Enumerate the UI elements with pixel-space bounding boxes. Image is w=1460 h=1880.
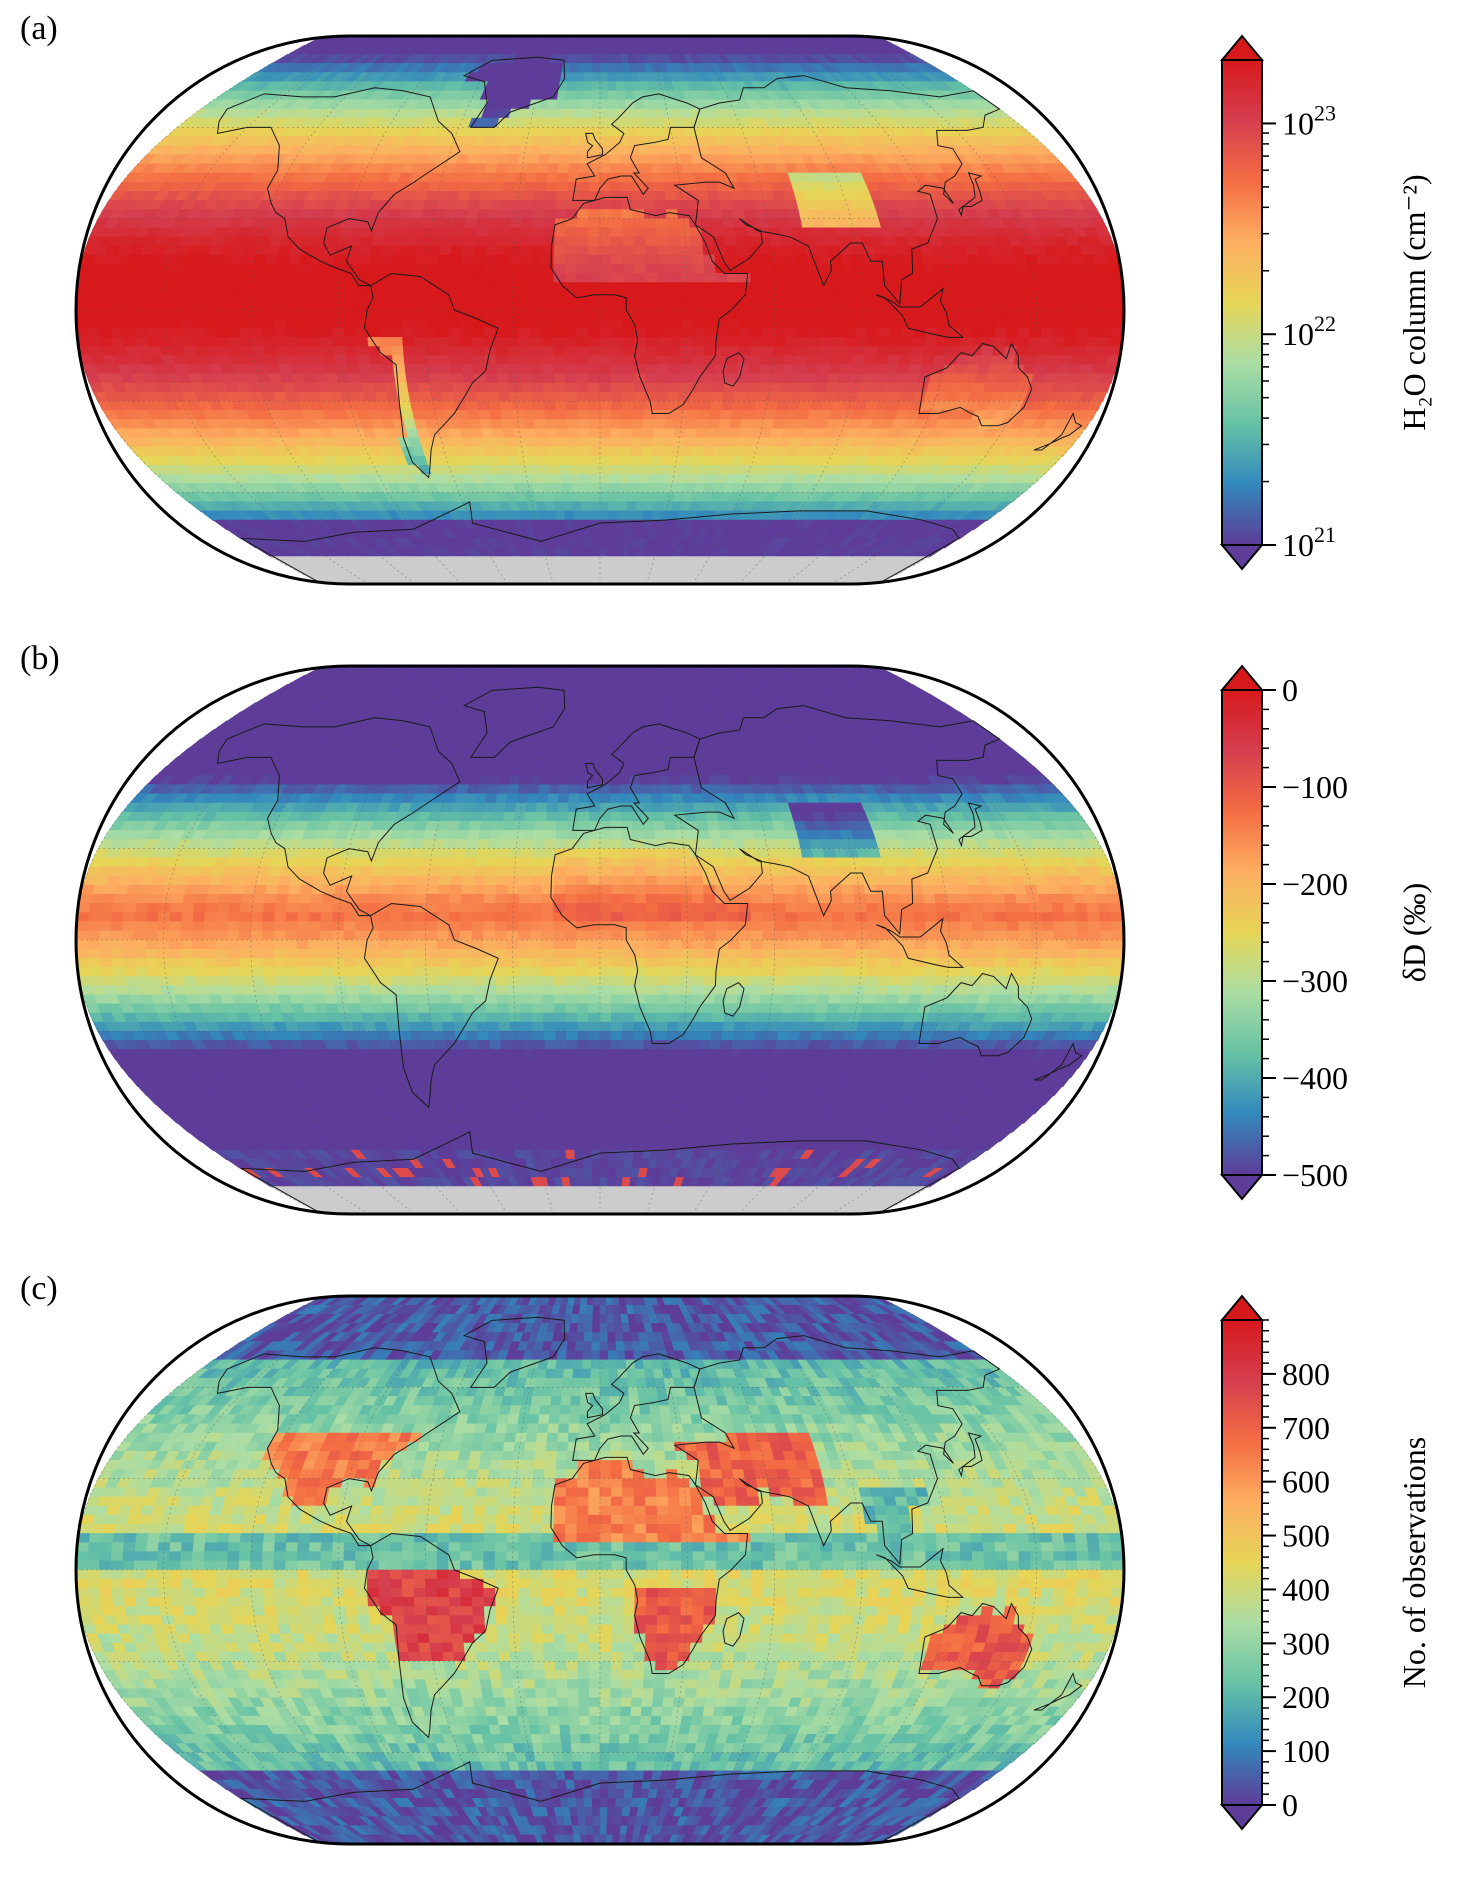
tick-base: 10 — [1282, 316, 1314, 352]
panel-letter-c: (c) — [20, 1270, 58, 1308]
delta-d-colorbar: 0 −100 −200 −300 −400 −500 δD (‰) — [1210, 630, 1460, 1250]
colorbar-tick-label: 1023 — [1282, 100, 1336, 141]
colorbar-tick-label: 200 — [1282, 1679, 1330, 1715]
colorbar-tick-label: 100 — [1282, 1733, 1330, 1769]
tick-exponent: 21 — [1314, 522, 1336, 547]
tick-exponent: 22 — [1314, 311, 1336, 336]
colorbar-extend-min — [1222, 1805, 1262, 1829]
colorbar-extend-max — [1222, 1296, 1262, 1320]
colorbar-tick-label: 500 — [1282, 1518, 1330, 1554]
colorbar-tick-label: −200 — [1282, 866, 1348, 902]
water-vapour-column-map — [70, 30, 1130, 590]
colorbar-tick-label: 800 — [1282, 1356, 1330, 1392]
colorbar-gradient — [1222, 60, 1262, 545]
panel-b: (b) 0 −100 −200 −300 −400 −500 δD (‰) — [0, 630, 1460, 1250]
colorbar-tick-label: 1022 — [1282, 311, 1336, 352]
colorbar-label: δD (‰) — [1396, 883, 1432, 983]
field-raster — [76, 1296, 1125, 1845]
field-raster — [76, 666, 1125, 1215]
colorbar-tick-label: 600 — [1282, 1464, 1330, 1500]
colorbar-gradient — [1222, 690, 1262, 1175]
colorbar-tick-label: 300 — [1282, 1625, 1330, 1661]
colorbar-label: No. of observations — [1396, 1437, 1432, 1689]
panel-c: (c) 0 100 200 300 400 500 600 700 800 No. of obse… — [0, 1260, 1460, 1880]
colorbar-tick-label: −500 — [1282, 1157, 1348, 1193]
observation-count-map — [70, 1290, 1130, 1850]
colorbar-tick-label: −100 — [1282, 769, 1348, 805]
field-raster — [76, 36, 1125, 585]
colorbar-extend-min — [1222, 1175, 1262, 1199]
colorbar-tick-label: −300 — [1282, 963, 1348, 999]
colorbar-label: H₂O column (cm⁻²) — [1396, 174, 1432, 430]
tick-exponent: 23 — [1314, 100, 1336, 125]
delta-d-map — [70, 660, 1130, 1220]
colorbar-extend-max — [1222, 36, 1262, 60]
colorbar-gradient — [1222, 1320, 1262, 1805]
observation-colorbar: 0 100 200 300 400 500 600 700 800 No. of observat… — [1210, 1260, 1460, 1880]
panel-letter-a: (a) — [20, 10, 58, 48]
colorbar-tick-label: 700 — [1282, 1410, 1330, 1446]
colorbar-extend-max — [1222, 666, 1262, 690]
colorbar-tick-label: 400 — [1282, 1571, 1330, 1607]
colorbar-tick-label: 1021 — [1282, 522, 1336, 563]
colorbar-tick-label: 0 — [1282, 672, 1298, 708]
panel-letter-b: (b) — [20, 640, 60, 678]
tick-base: 10 — [1282, 527, 1314, 563]
colorbar-tick-label: −400 — [1282, 1060, 1348, 1096]
tick-base: 10 — [1282, 105, 1314, 141]
colorbar-tick-label: 0 — [1282, 1787, 1298, 1823]
colorbar-extend-min — [1222, 545, 1262, 569]
